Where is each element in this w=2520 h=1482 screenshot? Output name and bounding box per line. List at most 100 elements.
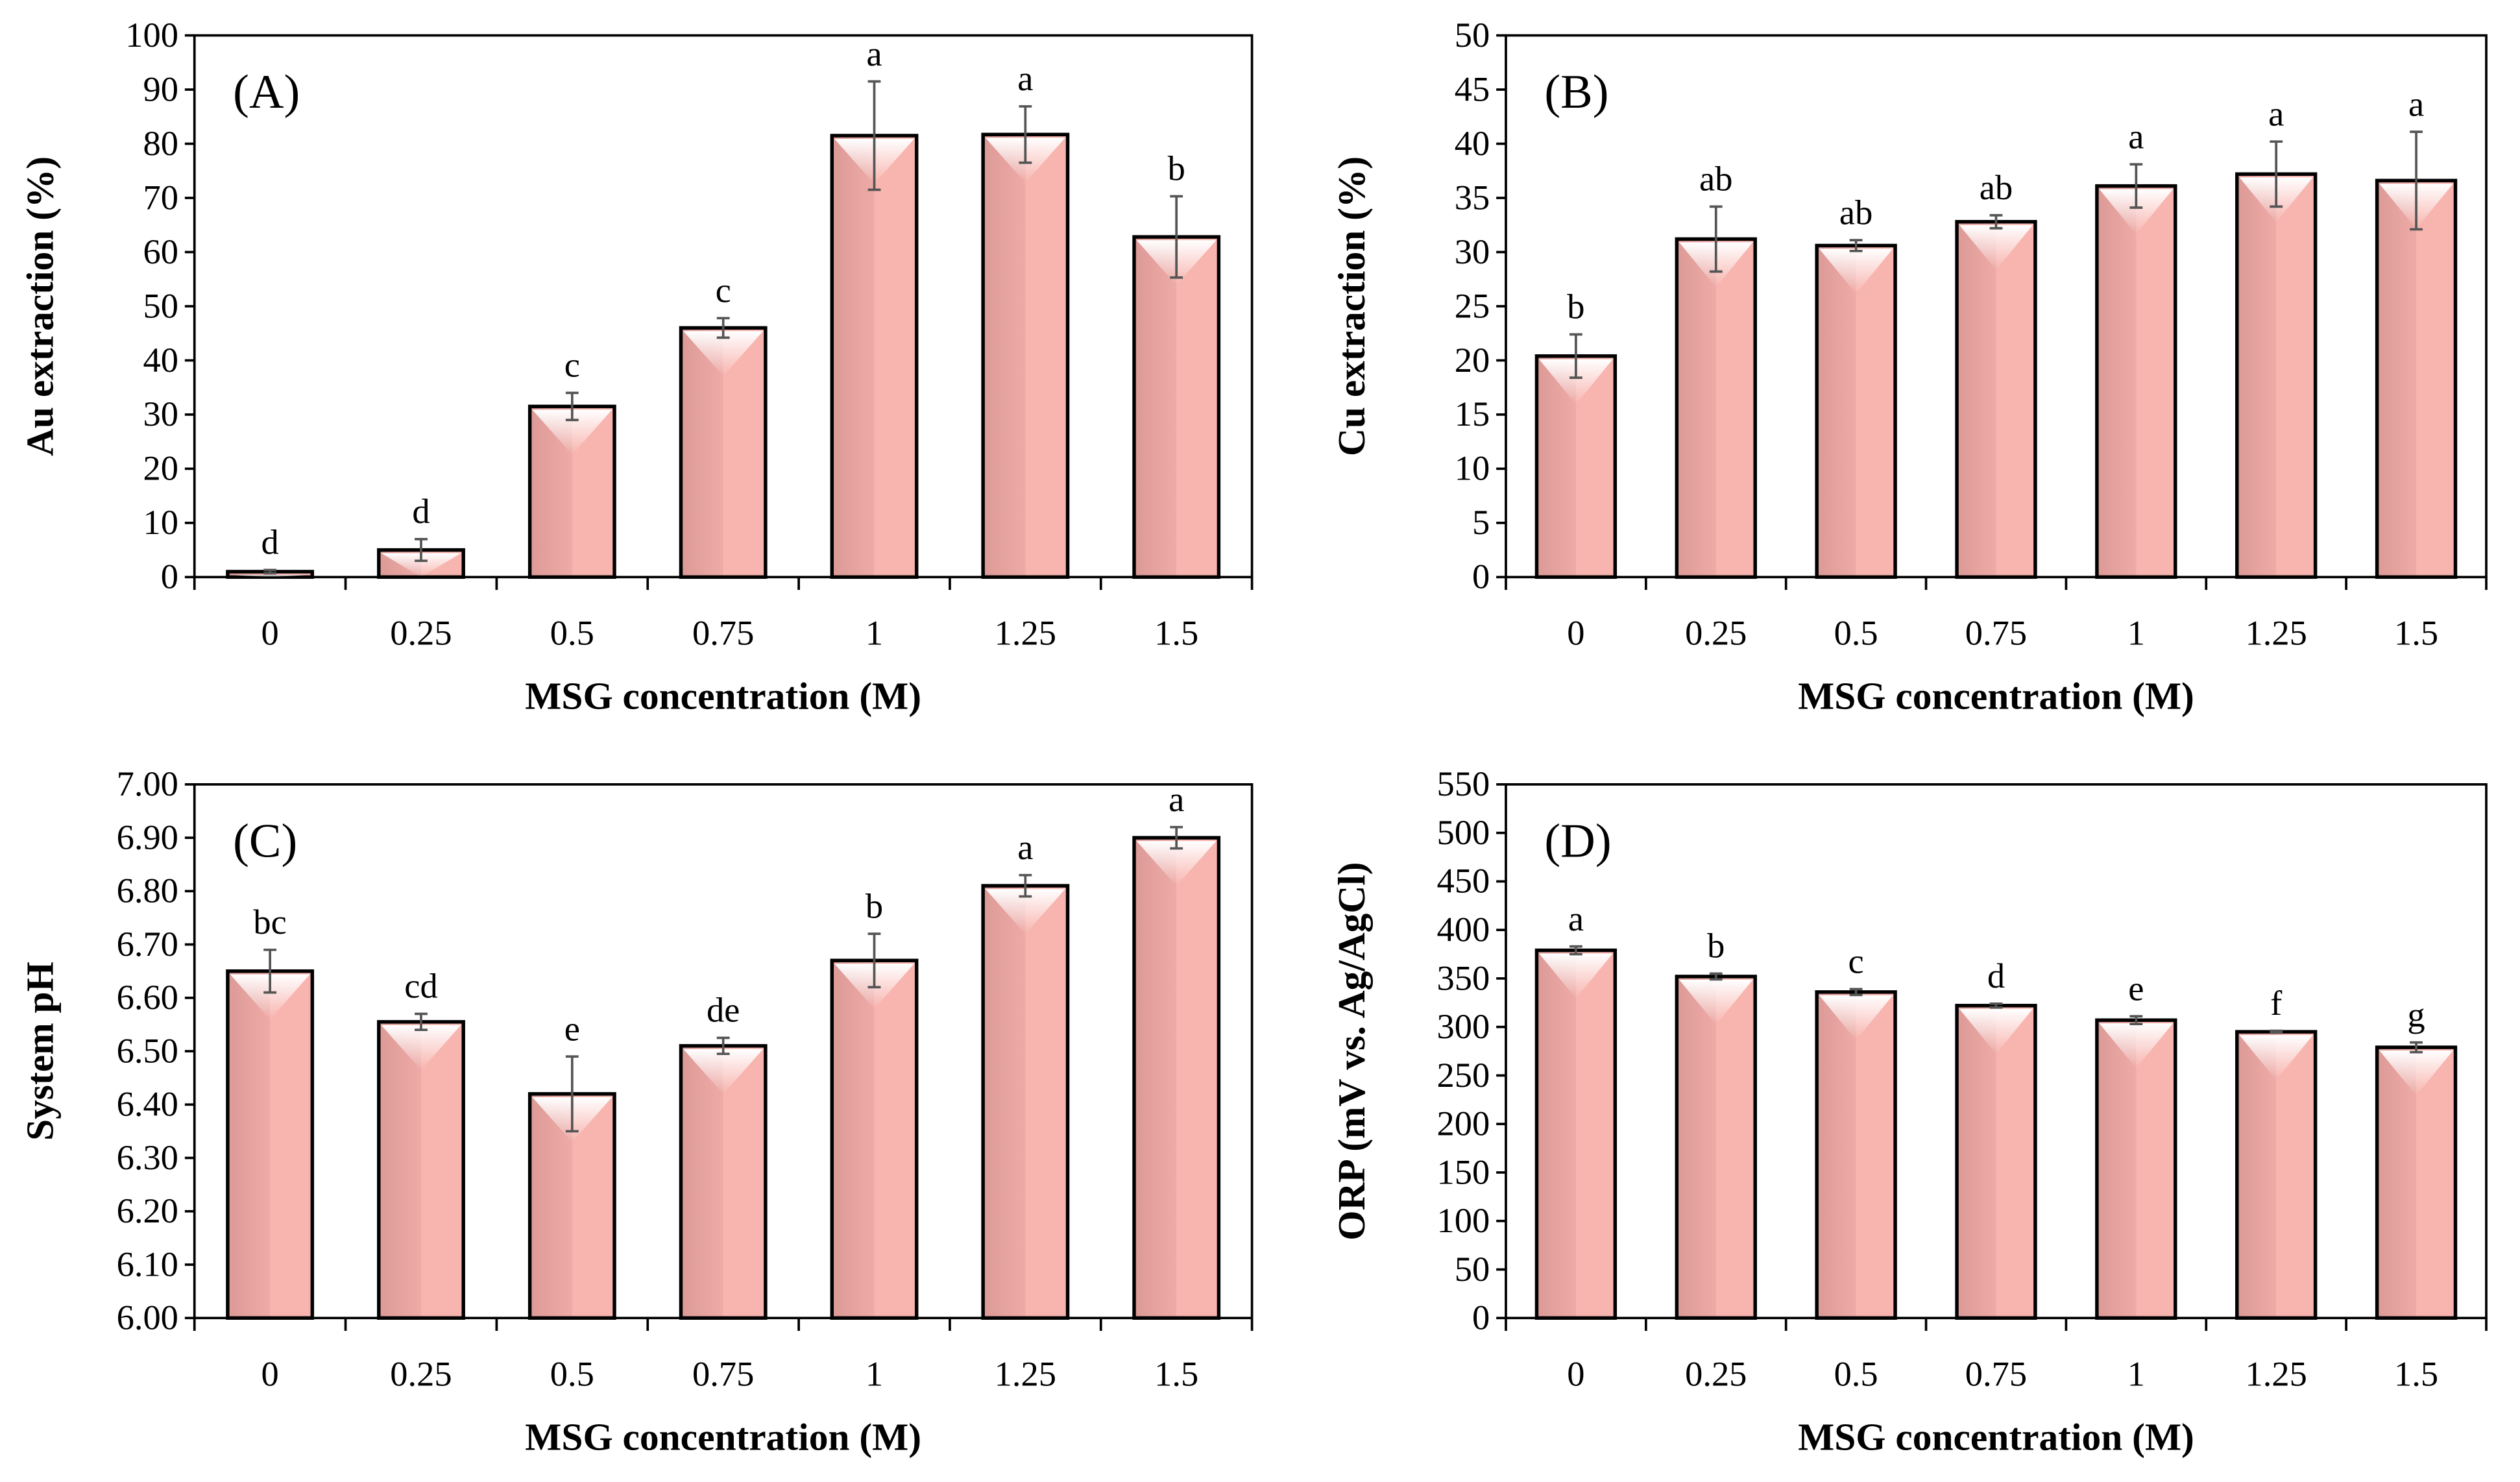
significance-letter: a: [1568, 899, 1584, 938]
y-tick-label: 0: [1472, 557, 1490, 596]
significance-letter: e: [564, 1009, 580, 1049]
y-tick-label: 400: [1436, 910, 1490, 949]
bar-highlight: [1539, 359, 1613, 405]
bar-highlight: [2099, 189, 2174, 234]
significance-letter: de: [707, 990, 740, 1030]
panel-label: (A): [233, 66, 300, 119]
bar: [1955, 220, 2037, 579]
significance-letter: a: [1169, 779, 1184, 819]
x-axis-title: MSG concentration (M): [525, 674, 921, 717]
y-tick-label: 0: [161, 557, 178, 596]
x-axis-title: MSG concentration (M): [1798, 674, 2194, 717]
bar-highlight: [381, 1025, 461, 1071]
x-axis-title: MSG concentration (M): [525, 1415, 921, 1458]
y-axis-title: System pH: [19, 962, 62, 1141]
bar: [981, 132, 1070, 579]
y-tick-label: 25: [1455, 285, 1490, 325]
significance-letter: e: [2128, 968, 2144, 1008]
x-tick-label: 0.75: [1965, 1354, 2027, 1393]
x-tick-label: 1: [866, 1354, 883, 1393]
y-tick-label: 5: [1472, 502, 1490, 542]
y-tick-label: 500: [1436, 812, 1490, 852]
x-tick-label: 0.5: [1834, 1354, 1878, 1393]
y-tick-label: 70: [143, 177, 178, 217]
bar: [1675, 975, 1757, 1320]
bar: [981, 884, 1070, 1320]
y-tick-label: 6.00: [117, 1298, 178, 1337]
y-tick-label: 300: [1436, 1006, 1490, 1046]
y-tick-label: 6.20: [117, 1191, 178, 1230]
bar: [226, 969, 315, 1320]
bar-highlight: [683, 331, 764, 376]
y-tick-label: 6.80: [117, 871, 178, 910]
x-tick-label: 1: [2127, 613, 2145, 652]
significance-letter: bc: [253, 902, 286, 941]
y-tick-label: 250: [1436, 1055, 1490, 1095]
significance-letter: g: [2407, 995, 2425, 1034]
bar-highlight: [1959, 1008, 2033, 1054]
x-tick-label: 0.75: [1965, 613, 2027, 652]
y-tick-label: 20: [1455, 340, 1490, 380]
y-tick-label: 6.70: [117, 924, 178, 964]
bar-highlight: [230, 974, 310, 1020]
x-tick-label: 1.5: [2394, 613, 2438, 652]
bar-highlight: [1819, 995, 1893, 1041]
significance-letter: ab: [1699, 159, 1732, 199]
y-axis-title: Au extraction (%): [19, 156, 62, 456]
x-tick-label: 0.5: [550, 1354, 594, 1393]
y-tick-label: 550: [1436, 764, 1490, 803]
y-tick-label: 6.30: [117, 1137, 178, 1177]
bar: [2375, 178, 2458, 579]
significance-letter: a: [866, 34, 882, 73]
significance-letter: b: [1707, 926, 1725, 966]
bar-highlight: [2239, 1035, 2313, 1080]
bar-highlight: [2379, 1051, 2453, 1096]
x-tick-label: 0: [261, 1354, 279, 1393]
bar-highlight: [683, 1049, 764, 1095]
y-tick-label: 6.10: [117, 1244, 178, 1283]
bar: [1132, 235, 1221, 579]
significance-letter: b: [1567, 287, 1584, 326]
y-tick-label: 100: [125, 15, 178, 55]
x-tick-label: 1.5: [2394, 1354, 2438, 1393]
y-tick-label: 40: [143, 340, 178, 380]
bar: [830, 958, 919, 1320]
x-tick-label: 0: [261, 613, 279, 652]
y-tick-label: 40: [1455, 123, 1490, 163]
bar: [2095, 1018, 2177, 1320]
panel-label: (C): [233, 814, 297, 868]
y-tick-label: 450: [1436, 861, 1490, 901]
x-tick-label: 0.75: [692, 613, 754, 652]
significance-letter: a: [2408, 84, 2424, 123]
bar-highlight: [230, 574, 310, 577]
bar: [1132, 836, 1221, 1320]
y-axis-title: Cu extraction (%): [1330, 156, 1373, 456]
x-tick-label: 0.5: [550, 613, 594, 652]
x-tick-label: 0.25: [1685, 613, 1747, 652]
y-tick-label: 100: [1436, 1200, 1490, 1240]
y-tick-label: 150: [1436, 1152, 1490, 1191]
x-tick-label: 0.25: [1685, 1354, 1747, 1393]
bar-highlight: [985, 889, 1065, 934]
y-tick-label: 10: [143, 502, 178, 542]
x-tick-label: 0: [1567, 1354, 1584, 1393]
significance-letter: b: [866, 886, 883, 925]
bar: [1534, 948, 1617, 1320]
significance-letter: a: [2128, 116, 2144, 156]
y-tick-label: 6.40: [117, 1084, 178, 1124]
bar: [377, 1020, 465, 1320]
y-tick-label: 0: [1472, 1298, 1490, 1337]
bar-highlight: [1959, 225, 2033, 271]
y-tick-label: 6.60: [117, 977, 178, 1017]
bar: [2095, 184, 2177, 579]
x-tick-label: 1.5: [1154, 613, 1198, 652]
bar: [830, 134, 919, 579]
x-tick-label: 1.5: [1154, 1354, 1198, 1393]
y-tick-label: 20: [143, 448, 178, 488]
y-axis-title: ORP (mV vs. Ag/AgCl): [1330, 862, 1373, 1240]
x-tick-label: 1.25: [2246, 1354, 2307, 1393]
x-tick-label: 0.75: [692, 1354, 754, 1393]
bar-highlight: [1539, 953, 1613, 999]
